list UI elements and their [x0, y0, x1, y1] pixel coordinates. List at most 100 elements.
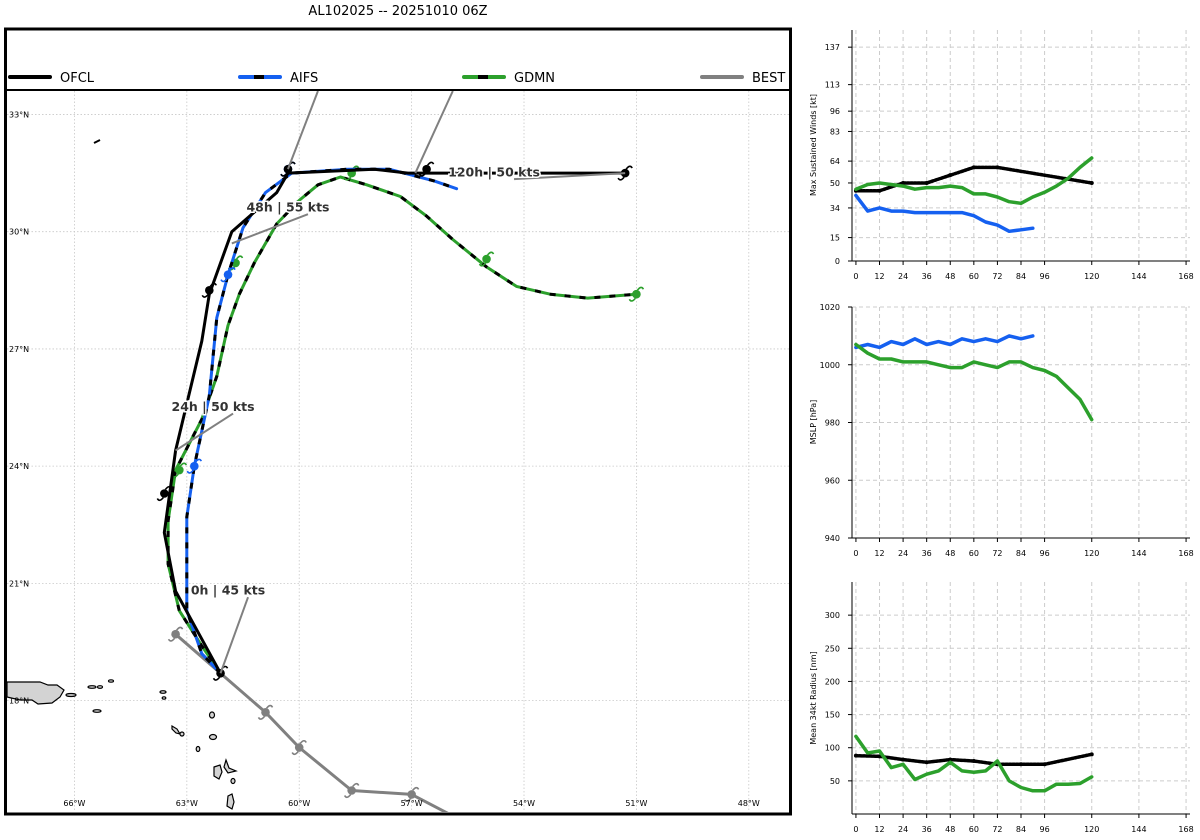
figure-title: AL102025 -- 20251010 06Z [308, 4, 488, 19]
legend-label: AIFS [290, 71, 318, 86]
y-tick-label: 96 [830, 107, 840, 116]
legend-item-aifs: AIFS [238, 71, 318, 86]
y-axis-label: Mean 34kt Radius [nm] [809, 651, 818, 744]
x-tick-label: 60 [969, 549, 979, 558]
series-point-ofcl [971, 758, 976, 763]
lon-tick-label: 60°W [288, 799, 310, 808]
legend-item-ofcl: OFCL [8, 71, 95, 86]
y-tick-label: 0 [835, 257, 840, 266]
series-point-ofcl [1089, 752, 1094, 757]
island [208, 711, 216, 719]
series-point-ofcl [971, 165, 976, 170]
x-tick-label: 168 [1178, 825, 1193, 834]
y-tick-label: 15 [830, 234, 840, 243]
y-tick-label: 64 [830, 157, 840, 166]
series-line-gdmn [854, 156, 1094, 206]
annotation-label: 24h | 50 kts [172, 399, 255, 414]
y-axis-label: MSLP [hPa] [809, 400, 818, 444]
x-tick-label: 36 [922, 825, 932, 834]
y-tick-label: 300 [825, 611, 840, 620]
map-plot-area: 0h | 45 kts 24h | 50 kts 48h | 55 kts 120h … [7, 91, 790, 812]
track-annotation: 120h | 50 kts [447, 163, 626, 181]
series-point-ofcl [901, 180, 906, 185]
lon-tick-label: 57°W [401, 799, 423, 808]
series-point-ofcl [924, 760, 929, 765]
x-tick-label: 120 [1084, 272, 1099, 281]
island [107, 679, 115, 683]
legend-label: GDMN [514, 71, 555, 86]
island [87, 685, 97, 689]
lat-tick-label: 18°N [9, 697, 29, 706]
x-tick-label: 24 [898, 825, 908, 834]
island [161, 696, 167, 700]
y-tick-label: 940 [825, 534, 840, 543]
y-tick-label: 200 [825, 677, 840, 686]
track-marker-best [167, 626, 184, 642]
series-point-ofcl [995, 165, 1000, 170]
series-point-ofcl [948, 757, 953, 762]
x-tick-label: 96 [1039, 549, 1049, 558]
series-line-gdmn [854, 342, 1094, 422]
x-tick-label: 36 [922, 272, 932, 281]
track-marker-best [257, 704, 274, 720]
track-marker-gdmn [478, 251, 495, 267]
x-tick-label: 144 [1131, 272, 1146, 281]
island [179, 731, 185, 737]
lat-tick-label: 33°N [9, 110, 29, 119]
lat-tick-label: 21°N [9, 579, 29, 588]
island [208, 733, 218, 741]
x-tick-label: 144 [1131, 549, 1146, 558]
series-point-ofcl [924, 180, 929, 185]
track-line-best [174, 632, 449, 812]
y-tick-label: 34 [830, 204, 840, 213]
x-tick-label: 0 [853, 272, 858, 281]
y-tick-label: 1000 [820, 361, 840, 370]
panel-radius-34kt: 0 12 24 36 48 60 72 84 96 120 144 168 50 100 150 200 250… [809, 582, 1194, 834]
legend-item-gdmn: GDMN [462, 71, 555, 86]
track-annotation: 24h | 50 kts [170, 398, 256, 452]
track-annotation: 0h | 45 kts [189, 581, 267, 674]
y-tick-label: 150 [825, 711, 840, 720]
x-tick-label: 24 [898, 272, 908, 281]
series-point-ofcl [877, 188, 882, 193]
x-tick-label: 96 [1039, 825, 1049, 834]
x-tick-label: 24 [898, 549, 908, 558]
lat-tick-label: 24°N [9, 462, 29, 471]
legend-item-best: BEST [700, 71, 785, 86]
x-tick-label: 120 [1084, 549, 1099, 558]
x-tick-label: 48 [945, 272, 955, 281]
island-guadeloupe [223, 758, 238, 774]
y-tick-label: 100 [825, 744, 840, 753]
series-point-ofcl [1019, 762, 1023, 767]
x-tick-label: 144 [1131, 825, 1146, 834]
track-marker-best [291, 739, 307, 756]
lon-tick-label: 66°W [63, 799, 85, 808]
x-tick-label: 48 [945, 825, 955, 834]
series-point-ofcl [1089, 180, 1094, 185]
lon-tick-label: 54°W [513, 799, 535, 808]
island [195, 745, 201, 753]
legend-leader-gdmn [414, 90, 454, 174]
legend-label: BEST [752, 71, 785, 86]
island-puerto-rico [7, 681, 65, 705]
y-tick-label: 1020 [820, 303, 840, 312]
island-bermuda [93, 139, 101, 144]
x-tick-label: 168 [1178, 272, 1193, 281]
track-annotation: 48h | 55 kts [231, 198, 331, 245]
y-tick-label: 250 [825, 644, 840, 653]
y-tick-label: 50 [830, 777, 840, 786]
track-dash-gdmn [166, 175, 637, 675]
x-tick-label: 120 [1084, 825, 1099, 834]
series-line-aifs [854, 193, 1035, 234]
series-line-gdmn [854, 734, 1094, 793]
series-point-ofcl [901, 757, 906, 762]
series-line-aifs [854, 334, 1035, 350]
y-tick-label: 980 [825, 419, 840, 428]
x-tick-label: 12 [874, 549, 884, 558]
series-line-ofcl [854, 165, 1094, 193]
annotation-leader [175, 412, 234, 452]
track-marker-best [343, 782, 360, 799]
lat-tick-label: 30°N [9, 228, 29, 237]
